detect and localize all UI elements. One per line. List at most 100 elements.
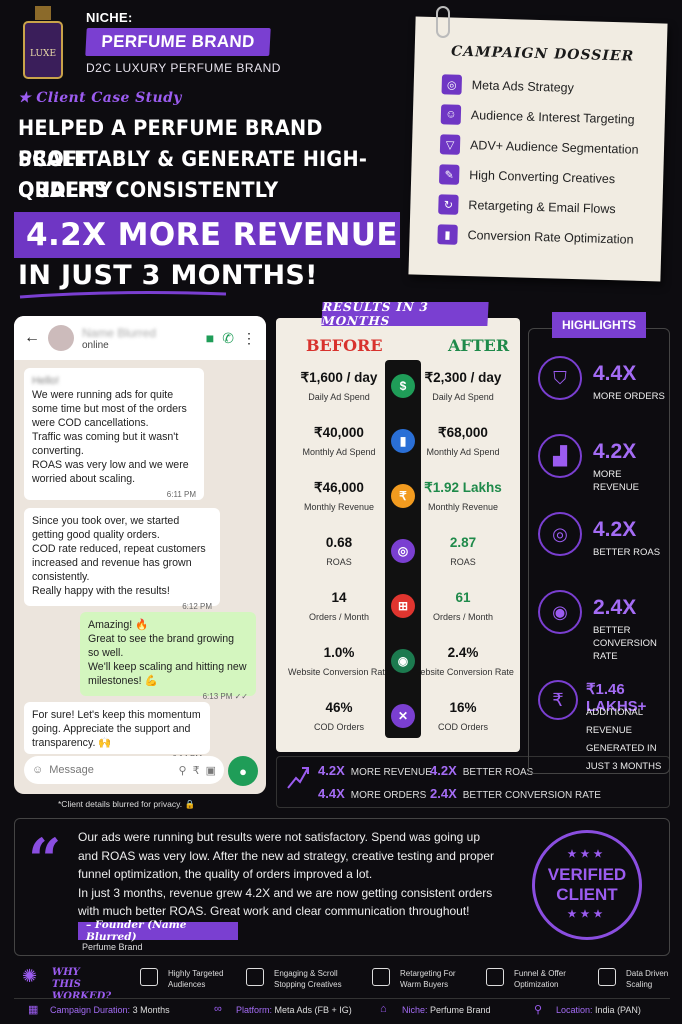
rupee-badge-icon: ₹: [538, 680, 578, 720]
trend-arrow-icon: [287, 767, 309, 789]
cross-icon: ✕: [391, 704, 415, 728]
before-value: 1.0%: [323, 645, 355, 660]
metric-label: ROAS: [450, 557, 476, 567]
retarget-icon: [372, 968, 390, 986]
results-tag: RESULTS IN 3 MONTHS: [321, 300, 489, 328]
stars-icon: ★★★: [567, 849, 607, 860]
image-icon: [246, 968, 264, 986]
attach-icon[interactable]: ⚲: [178, 764, 187, 777]
dossier-item-label: Retargeting & Email Flows: [468, 198, 616, 217]
lightbulb-icon: ✺: [22, 966, 38, 986]
before-value: ₹46,000: [314, 480, 364, 495]
highlight-label: MORE REVENUE: [593, 469, 639, 493]
metric-label: COD Orders: [437, 722, 488, 732]
highlight-label: BETTER CONVERSION RATE: [593, 625, 657, 662]
location-pin-icon: ⚲: [534, 1004, 543, 1016]
case-study-label: ★ Client Case Study: [18, 90, 182, 106]
growth-icon: ▟: [538, 434, 582, 478]
meta-icon: ∞: [214, 1003, 222, 1015]
lock-icon: ⌂: [380, 1003, 387, 1015]
message-time: 6:12 PM: [182, 602, 212, 611]
metric-label: Website Conversion Rate: [412, 667, 514, 677]
after-value: 2.87: [449, 535, 477, 550]
stars-icon: ★★★: [567, 909, 607, 920]
dossier-item-label: High Converting Creatives: [469, 168, 616, 187]
after-value: 16%: [449, 700, 477, 715]
metric-label: Monthly Revenue: [303, 502, 375, 512]
testimonial-text: Our ads were running but results were no…: [78, 830, 494, 919]
eye-icon: ◉: [538, 590, 582, 634]
message-time: 6:11 PM: [166, 490, 196, 499]
why-item-label: Data Driven Scaling: [626, 969, 669, 989]
quote-icon: “: [28, 826, 62, 894]
emoji-icon[interactable]: ☺: [32, 764, 44, 776]
message-text: For sure! Let's keep this momentum going…: [32, 709, 201, 749]
chat-message-3: Amazing! 🔥 Great to see the brand growin…: [80, 612, 256, 701]
metric-label: Daily Ad Spend: [308, 392, 370, 402]
dossier-item: ▮ Conversion Rate Optimization: [437, 219, 648, 255]
after-value: ₹68,000: [438, 425, 488, 440]
after-value: 2.4%: [447, 645, 479, 660]
dossier-item-label: Meta Ads Strategy: [471, 78, 575, 95]
footer-bar: [14, 998, 670, 1022]
eye-icon: ◉: [391, 649, 415, 673]
footer-item: Campaign Duration: 3 Months: [50, 1005, 170, 1015]
target-icon: ◎: [391, 539, 415, 563]
why-item-label: Engaging & Scroll Stopping Creatives: [274, 969, 342, 989]
menu-icon[interactable]: ⋮: [242, 329, 256, 346]
chat-message-1: Hello! We were running ads for quite som…: [24, 368, 204, 500]
target-icon: ◎: [538, 512, 582, 556]
verified-client-badge: ★★★ VERIFIED CLIENT ★★★: [532, 830, 642, 940]
contact-status: online: [82, 339, 109, 351]
underline-brush: [19, 291, 227, 299]
contact-name: Name Blurred: [82, 325, 157, 340]
rupee-pay-icon[interactable]: ₹: [192, 764, 200, 777]
avatar: [48, 325, 74, 351]
footer-label: Campaign Duration:: [50, 1005, 131, 1015]
testimonial-author-sub: Perfume Brand: [82, 942, 143, 952]
highlight-value: 4.2X: [593, 440, 637, 463]
after-value: 61: [455, 590, 471, 605]
message-input[interactable]: ☺ Message ⚲ ₹ ▣: [24, 756, 224, 784]
whatsapp-chat: ← Name Blurred online ■ ✆ ⋮ Hello! We we…: [14, 316, 266, 794]
footer-label: Niche:: [402, 1005, 428, 1015]
pencil-icon: ✎: [438, 164, 460, 185]
why-item-label: Funnel & Offer Optimization: [514, 969, 566, 989]
message-placeholder: Message: [49, 764, 94, 776]
before-heading: BEFORE: [306, 336, 383, 355]
highlights-tag: HIGHLIGHTS: [552, 312, 646, 338]
summary-revenue: 4.2X MORE REVENUE: [318, 763, 432, 778]
metric-icon-column: $ ▮ ₹ ◎ ⊞ ◉ ✕: [385, 360, 421, 738]
highlight-value: 2.4X: [593, 596, 637, 619]
video-call-icon[interactable]: ■: [205, 330, 215, 346]
before-value: 14: [331, 590, 347, 605]
metric-label: Daily Ad Spend: [432, 392, 494, 402]
after-value: ₹2,300 / day: [424, 370, 502, 385]
calendar-icon: ▦: [28, 1004, 39, 1016]
highlight-value: 4.2X: [593, 518, 637, 541]
brand-name: PERFUME BRAND: [85, 28, 271, 56]
back-arrow-icon[interactable]: ←: [24, 329, 40, 346]
timeframe-text: IN JUST 3 MONTHS!: [18, 260, 318, 291]
cart-icon: ⊞: [391, 594, 415, 618]
headline-line-2: PROFITABLY & GENERATE HIGH-QUALITY: [18, 147, 368, 202]
dossier-item-label: Conversion Rate Optimization: [467, 228, 634, 247]
summary-box: [276, 756, 670, 808]
badge-text: VERIFIED CLIENT: [547, 865, 627, 904]
footer-value: Meta Ads (FB + IG): [274, 1005, 352, 1015]
after-heading: AFTER: [448, 336, 510, 355]
phone-icon[interactable]: ✆: [222, 329, 234, 346]
metric-label: Orders / Month: [308, 612, 370, 622]
people-icon: [140, 968, 158, 986]
bag-icon: ⛉: [538, 356, 582, 400]
metric-label: ROAS: [326, 557, 352, 567]
highlight-label: BETTER ROAS: [593, 547, 661, 558]
bar-chart-icon: [598, 968, 616, 986]
target-icon: ◎: [441, 74, 463, 95]
testimonial-box: [14, 818, 670, 956]
camera-icon[interactable]: ▣: [205, 764, 216, 777]
mic-button[interactable]: ●: [228, 756, 258, 786]
footer-label: Platform:: [236, 1005, 273, 1015]
funnel-icon: [486, 968, 504, 986]
chat-message-2: Since you took over, we started getting …: [24, 508, 220, 611]
